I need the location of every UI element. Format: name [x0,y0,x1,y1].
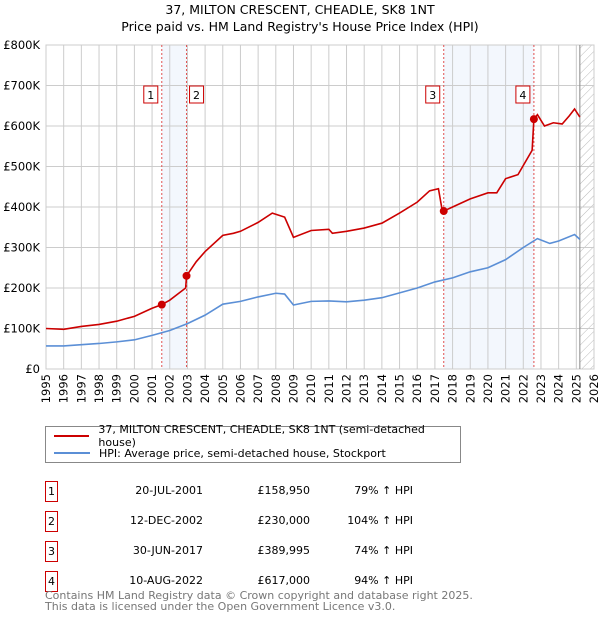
sale-label-box [143,85,159,104]
sale-label: 1 [147,89,154,102]
sale-date: 20-JUL-2001 [135,484,203,497]
sale-row: 3 30-JUN-2017 £389,995 74% ↑ HPI [45,541,445,563]
y-tick-label: £500K [3,160,40,174]
sale-price: £617,000 [257,574,311,587]
x-tick-label: 2002 [163,374,177,403]
x-tick-label: 1997 [74,374,88,403]
x-tick-label: 2012 [340,374,354,403]
sale-hpi-change: 104% ↑ HPI [347,514,413,527]
sale-point [157,300,166,309]
x-tick-label: 1999 [110,374,124,403]
x-tick-label: 2001 [145,374,159,403]
x-tick-label: 2019 [463,374,477,403]
y-tick-label: £400K [3,200,40,214]
sale-label: 4 [519,89,526,102]
y-tick-label: £100K [3,322,40,336]
x-tick-label: 2014 [375,374,389,403]
sale-row: 4 10-AUG-2022 £617,000 94% ↑ HPI [45,571,445,593]
y-tick-label: £600K [3,119,40,133]
x-tick-label: 2015 [393,374,407,403]
sale-date: 10-AUG-2022 [129,574,203,587]
x-tick-label: 2007 [251,374,265,403]
chart-subtitle: Price paid vs. HM Land Registry's House … [121,19,479,34]
x-tick-label: 2013 [357,374,371,403]
sale-row: 2 12-DEC-2002 £230,000 104% ↑ HPI [45,511,445,533]
x-tick-label: 2010 [304,374,318,403]
sale-label-box [189,85,205,104]
footer-line: Contains HM Land Registry data © Crown c… [45,589,473,602]
x-tick-label: 2009 [286,374,300,403]
x-tick-label: 2021 [499,374,513,403]
y-tick-label: £800K [3,38,40,52]
x-tick-label: 1995 [39,374,53,403]
x-tick-label: 2025 [569,374,583,403]
sale-number: 4 [45,571,58,592]
x-tick-label: 2020 [481,374,495,403]
sale-point [439,207,448,216]
footer: Contains HM Land Registry data © Crown c… [45,590,473,612]
series-line [46,233,581,347]
x-tick-label: 2026 [587,374,600,403]
sale-hpi-change: 94% ↑ HPI [354,574,413,587]
sale-label: 3 [429,89,436,102]
sale-date: 12-DEC-2002 [129,514,203,527]
sale-hpi-change: 74% ↑ HPI [354,544,413,557]
series-line [45,107,581,331]
sale-number: 2 [45,511,58,532]
sale-point [182,271,191,280]
x-tick-label: 2000 [127,374,141,403]
x-tick-label: 2024 [552,374,566,403]
y-tick-label: £300K [3,241,40,255]
sale-price: £389,995 [257,544,311,557]
x-tick-label: 2017 [428,374,442,403]
x-tick-label: 2011 [322,374,336,403]
x-tick-label: 2005 [216,374,230,403]
sale-hpi-change: 79% ↑ HPI [354,484,413,497]
x-tick-label: 1996 [57,374,71,403]
x-tick-label: 2023 [534,374,548,403]
sale-number: 1 [45,481,58,502]
sale-row: 1 20-JUL-2001 £158,950 79% ↑ HPI [45,481,445,503]
sale-label: 2 [193,89,200,102]
y-tick-label: £0 [25,362,40,376]
x-tick-label: 2018 [446,374,460,403]
sale-date: 30-JUN-2017 [132,544,203,557]
legend-label: 37, MILTON CRESCENT, CHEADLE, SK8 1NT (s… [98,423,425,449]
x-tick-label: 2006 [233,374,247,403]
legend-label: HPI: Average price, semi-detached house,… [99,446,386,460]
x-tick-label: 1998 [92,374,106,403]
sale-label-box [515,85,531,104]
y-tick-label: £200K [3,281,40,295]
x-tick-label: 2004 [198,374,212,403]
x-tick-label: 2008 [269,374,283,403]
sale-number: 3 [45,541,58,562]
y-tick-label: £700K [3,79,40,93]
legend: 37, MILTON CRESCENT, CHEADLE, SK8 1NT (s… [45,423,461,463]
chart-title: 37, MILTON CRESCENT, CHEADLE, SK8 1NT [165,2,435,17]
legend-item-hpi: HPI: Average price, semi-detached house,… [54,445,386,461]
x-tick-label: 2022 [516,374,530,403]
legend-item-property: 37, MILTON CRESCENT, CHEADLE, SK8 1NT (s… [54,423,460,449]
sale-price: £230,000 [257,514,311,527]
x-tick-label: 2003 [180,374,194,403]
sale-point [529,115,538,124]
sale-label-box [425,85,441,104]
sale-price: £158,950 [257,484,311,497]
plot-area: 1995 1996 1997 1998 1999 2000 2001 2002 2003 2004… [3,38,600,403]
x-tick-label: 2016 [410,374,424,403]
footer-line: This data is licensed under the Open Gov… [45,600,396,613]
